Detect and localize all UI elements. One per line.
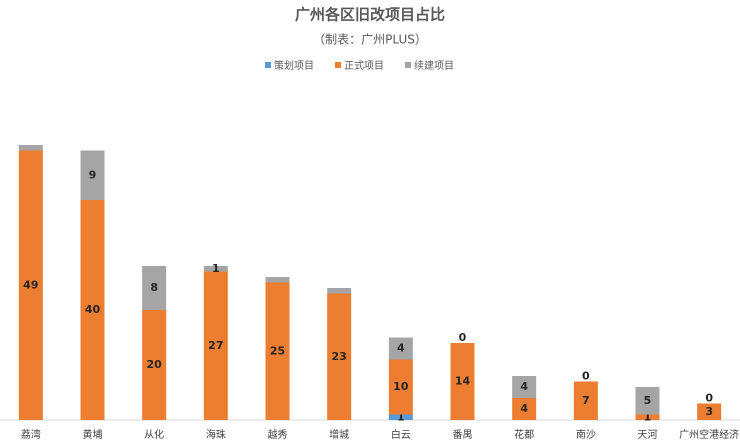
bar-segment xyxy=(142,266,167,310)
x-tick-label: 番禺 xyxy=(453,429,473,441)
data-label: 40 xyxy=(85,303,101,316)
bar-segment xyxy=(388,359,413,415)
bar-segment xyxy=(697,403,722,420)
x-tick-label: 天河 xyxy=(638,429,658,441)
bar-segment xyxy=(635,387,660,415)
bar-segment xyxy=(512,376,537,398)
x-tick-label: 南沙 xyxy=(576,428,596,441)
data-label: 3 xyxy=(705,405,713,418)
data-label: 0 xyxy=(582,370,590,383)
bar-segment xyxy=(327,288,352,294)
legend-label: 续建项目 xyxy=(414,59,454,72)
x-tick-label: 广州空港经济 xyxy=(679,428,739,441)
data-label: 0 xyxy=(705,392,713,405)
bar-segment xyxy=(635,414,660,420)
data-label: 4 xyxy=(520,402,528,415)
data-label: 10 xyxy=(393,380,409,393)
data-label: 25 xyxy=(270,344,285,357)
data-label: 14 xyxy=(455,375,471,388)
bar-segment xyxy=(327,293,352,420)
legend-swatch xyxy=(405,62,411,68)
bar-segment xyxy=(450,343,475,420)
data-label: 49 xyxy=(23,278,38,291)
legend-swatch xyxy=(265,62,271,68)
x-tick-label: 海珠 xyxy=(206,428,226,441)
data-label: 1 xyxy=(644,410,652,423)
bar-segment xyxy=(203,271,228,420)
x-tick-label: 增城 xyxy=(329,428,349,441)
legend-swatch xyxy=(335,62,341,68)
legend-label: 策划项目 xyxy=(274,59,314,72)
bar-segment xyxy=(18,145,43,151)
bar-segment xyxy=(142,310,167,420)
bar-segment xyxy=(388,414,413,420)
data-label: 8 xyxy=(150,281,158,294)
bar-segment xyxy=(388,337,413,360)
x-tick-label: 花都 xyxy=(514,428,534,441)
chart-title: 广州各区旧改项目占比 xyxy=(295,6,445,24)
bar-segment xyxy=(203,266,228,272)
data-label: 27 xyxy=(208,339,223,352)
data-label: 23 xyxy=(332,350,347,363)
data-label: 5 xyxy=(644,394,652,407)
bar-segment xyxy=(18,150,43,420)
data-label: 20 xyxy=(147,358,163,371)
x-tick-label: 白云 xyxy=(391,428,411,441)
data-label: 4 xyxy=(520,380,528,393)
x-tick-label: 越秀 xyxy=(268,428,288,441)
chart-subtitle: （制表：广州PLUS） xyxy=(313,33,427,47)
data-label: 9 xyxy=(89,168,97,181)
legend-label: 正式项目 xyxy=(344,59,384,72)
data-label: 0 xyxy=(459,331,467,344)
bar-segment xyxy=(265,277,290,283)
data-label: 1 xyxy=(212,262,220,275)
bar-segment xyxy=(80,150,105,200)
data-label: 4 xyxy=(397,342,405,355)
x-tick-label: 荔湾 xyxy=(21,428,41,441)
data-label: 7 xyxy=(582,394,590,407)
bar-segment xyxy=(573,381,598,420)
bar-segment xyxy=(512,398,537,420)
bar-segment xyxy=(265,282,290,420)
data-label: 1 xyxy=(397,410,405,423)
x-tick-label: 黄埔 xyxy=(83,428,103,441)
x-tick-label: 从化 xyxy=(144,428,164,441)
bar-segment xyxy=(80,200,105,420)
